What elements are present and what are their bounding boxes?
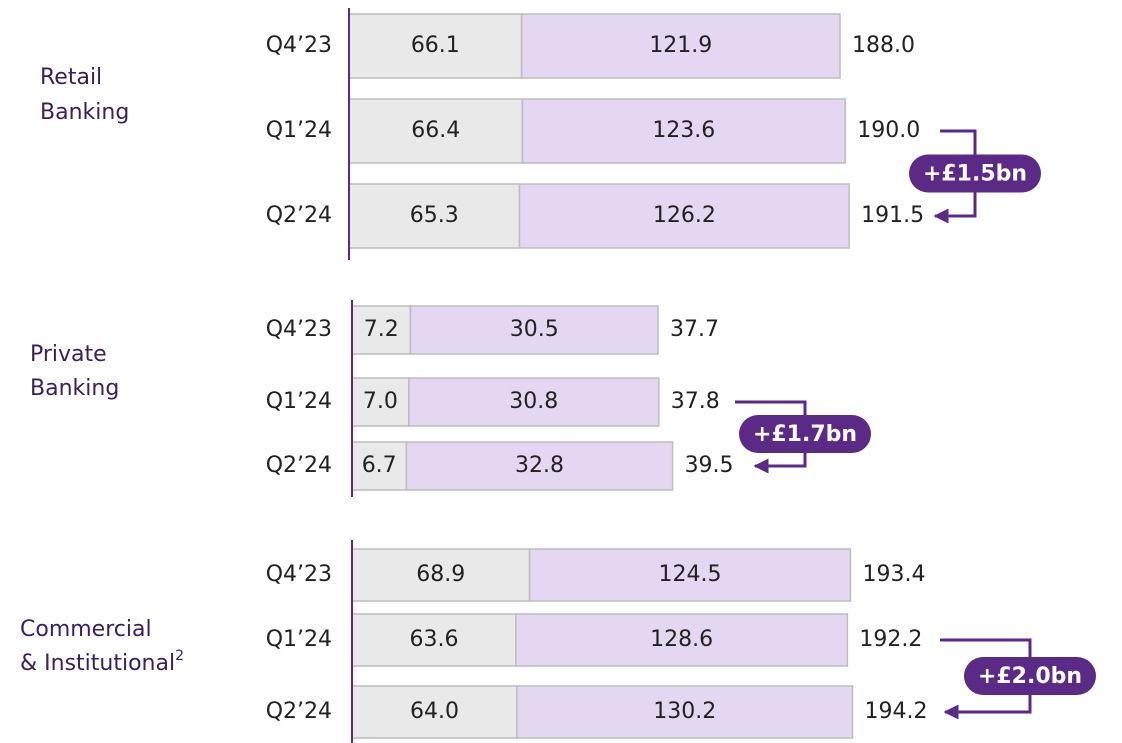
value-label: 32.8 [515, 453, 564, 478]
total-label: 188.0 [852, 33, 915, 58]
category-label: Q2’24 [266, 203, 332, 228]
value-label: 66.4 [411, 118, 460, 143]
panel-label: Banking [40, 100, 129, 125]
value-label: 64.0 [410, 699, 459, 724]
annotation-pill [964, 657, 1096, 695]
panel-label: Private [30, 342, 107, 367]
value-label: 6.7 [362, 453, 397, 478]
value-label: 124.5 [659, 562, 722, 587]
bar-segment [351, 377, 410, 427]
panel-label: Banking [30, 376, 119, 401]
bar-segment [351, 305, 412, 355]
value-label: 30.5 [510, 317, 559, 342]
value-label: 30.8 [509, 389, 558, 414]
bar-segment [518, 183, 850, 249]
category-label: Q1’24 [266, 389, 332, 414]
bar-segment [515, 613, 849, 667]
category-label: Q1’24 [266, 627, 332, 652]
bar-segment [351, 548, 531, 602]
annotation: +£2.0bn [978, 664, 1082, 689]
annotation-pill [909, 154, 1041, 193]
annotation: +£1.5bn [923, 162, 1027, 187]
value-label: 128.6 [650, 627, 713, 652]
total-label: 192.2 [859, 627, 922, 652]
total-label: 37.7 [670, 317, 719, 342]
value-label: 123.6 [652, 118, 715, 143]
bar-segment [348, 98, 524, 164]
value-label: 66.1 [411, 33, 460, 58]
bar-segment [409, 305, 659, 355]
value-label: 121.9 [649, 33, 712, 58]
bar-segment [351, 613, 517, 667]
category-label: Q1’24 [266, 118, 332, 143]
category-label: Q2’24 [266, 699, 332, 724]
total-label: 191.5 [861, 203, 924, 228]
bar-segment [516, 685, 854, 739]
panel-label: Commercial [20, 617, 152, 642]
total-label: 37.8 [671, 389, 720, 414]
value-label: 63.6 [409, 627, 458, 652]
value-label: 7.2 [364, 317, 399, 342]
panel-label: Retail [40, 65, 102, 90]
value-label: 68.9 [416, 562, 465, 587]
category-label: Q4’23 [266, 33, 332, 58]
total-label: 193.4 [862, 562, 925, 587]
bar-segment [520, 13, 841, 79]
panel-label: & Institutional2 [20, 648, 184, 676]
value-label: 130.2 [653, 699, 716, 724]
category-label: Q2’24 [266, 453, 332, 478]
total-label: 194.2 [865, 699, 928, 724]
value-label: 7.0 [363, 389, 398, 414]
bar-segment [405, 441, 674, 491]
category-label: Q4’23 [266, 317, 332, 342]
bar-segment [528, 548, 852, 602]
footnote-marker: 2 [175, 648, 184, 664]
bar-segment [348, 183, 521, 249]
total-label: 39.5 [685, 453, 734, 478]
bar-segment [521, 98, 846, 164]
annotation: +£1.7bn [753, 422, 857, 447]
category-label: Q4’23 [266, 562, 332, 587]
bar-segment [351, 685, 518, 739]
value-label: 65.3 [410, 203, 459, 228]
total-label: 190.0 [857, 118, 920, 143]
value-label: 126.2 [653, 203, 716, 228]
bar-segment [348, 13, 523, 79]
bar-segment [408, 377, 660, 427]
annotation-pill [739, 415, 871, 453]
